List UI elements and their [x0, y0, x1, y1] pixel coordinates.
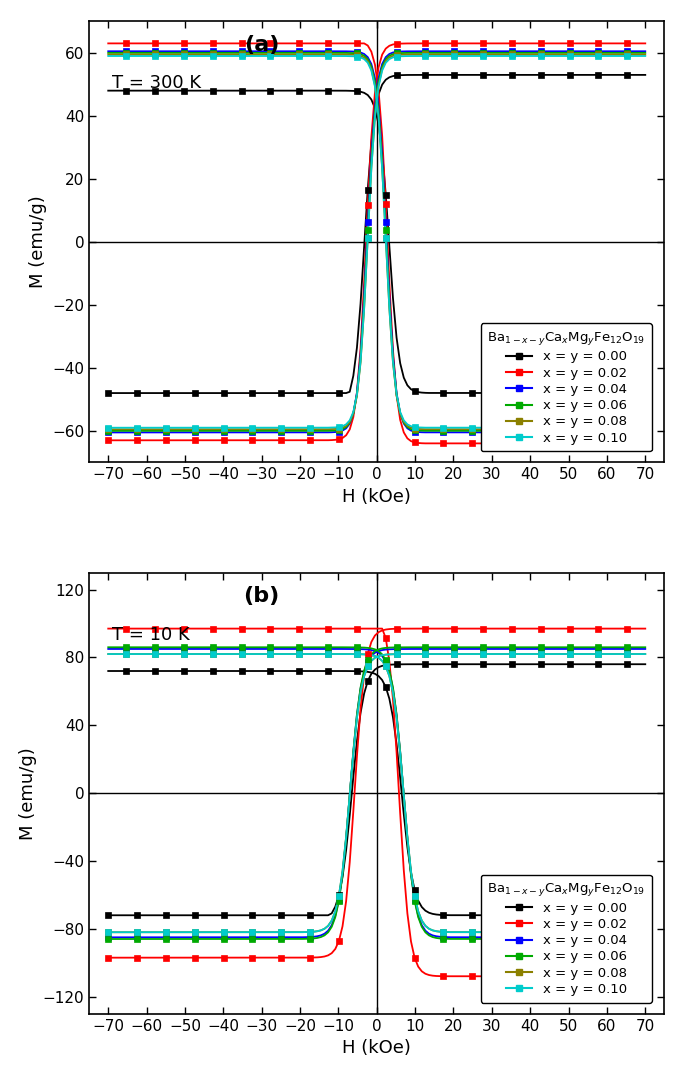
Y-axis label: M (emu/g): M (emu/g): [29, 195, 47, 288]
Legend: x = y = 0.00, x = y = 0.02, x = y = 0.04, x = y = 0.06, x = y = 0.08, x = y = 0.: x = y = 0.00, x = y = 0.02, x = y = 0.04…: [481, 875, 652, 1003]
X-axis label: H (kOe): H (kOe): [342, 1039, 411, 1057]
X-axis label: H (kOe): H (kOe): [342, 488, 411, 506]
Y-axis label: M (emu/g): M (emu/g): [19, 747, 37, 840]
Text: T = 10 K: T = 10 K: [112, 625, 190, 643]
Text: (b): (b): [244, 586, 279, 606]
Text: T = 300 K: T = 300 K: [112, 75, 201, 92]
Text: (a): (a): [244, 34, 279, 54]
Legend: x = y = 0.00, x = y = 0.02, x = y = 0.04, x = y = 0.06, x = y = 0.08, x = y = 0.: x = y = 0.00, x = y = 0.02, x = y = 0.04…: [481, 323, 652, 451]
